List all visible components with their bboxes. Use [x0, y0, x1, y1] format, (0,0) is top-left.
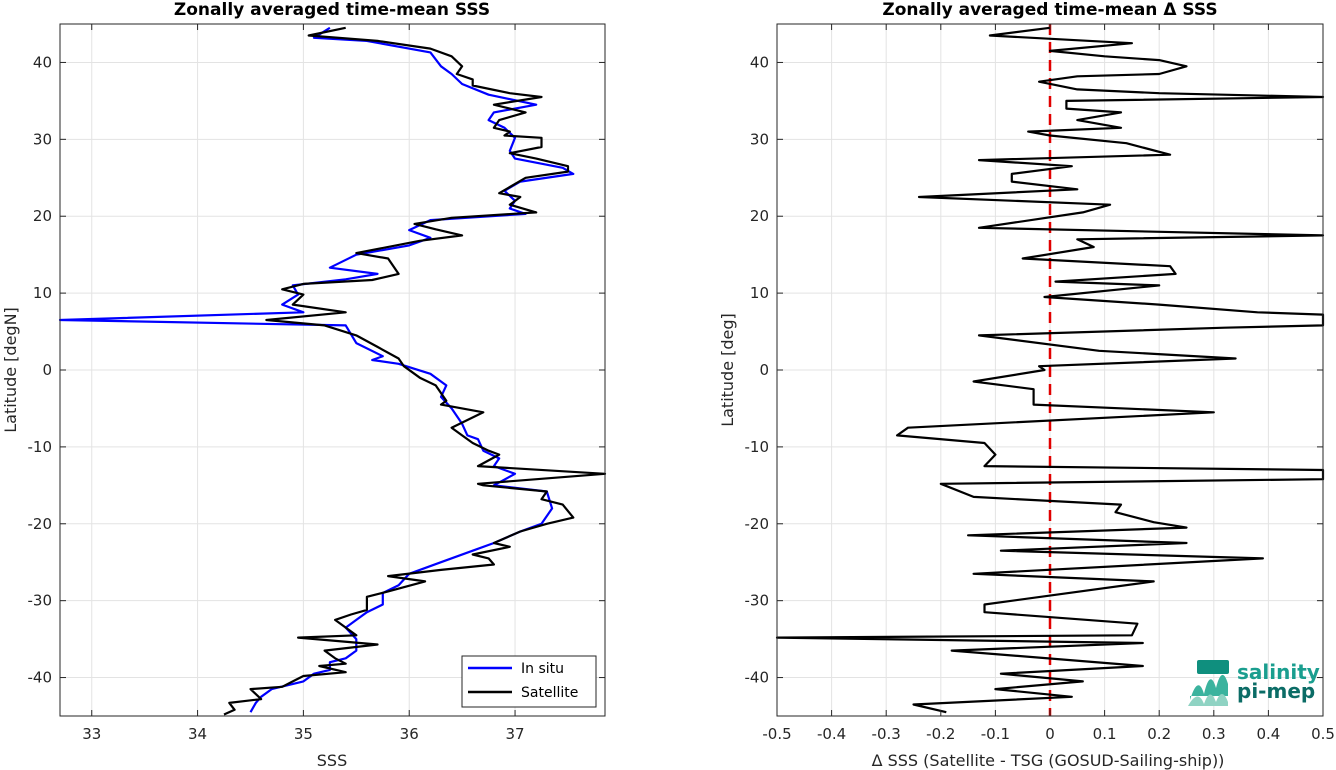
y-tick-label: 0: [42, 361, 52, 379]
legend-box: [461, 655, 597, 708]
y-tick-label: -20: [745, 515, 770, 533]
x-tick-label: 33: [82, 725, 101, 743]
series-line-in-situ: [58, 26, 575, 713]
y-axis-label-right: Latitude [deg]: [718, 313, 737, 427]
y-tick-label: 0: [759, 361, 769, 379]
y-tick-label: -40: [745, 669, 770, 687]
y-tick-label: 40: [750, 53, 769, 71]
x-tick-label: 0.5: [1311, 725, 1335, 743]
legend-label-in-situ: In situ: [521, 661, 564, 677]
salinity-pi-mep-logo: salinity pi-mep: [1188, 660, 1320, 706]
y-tick-label: 10: [33, 284, 52, 302]
logo-text-salinity: salinity: [1237, 660, 1320, 684]
x-tick-label: -0.5: [762, 725, 791, 743]
chart-sss-profile: 33 34 35 36 37 -40 -30 -20 -10 0 10 20 30 40 Zonally …: [1, 0, 607, 770]
salinity-waves-logo-icon: [1188, 660, 1229, 706]
series-left: [58, 26, 607, 716]
x-tick-label: 0.1: [1093, 725, 1117, 743]
x-tick-label: 35: [294, 725, 313, 743]
chart-title-left: Zonally averaged time-mean SSS: [174, 0, 490, 20]
y-tick-label: -20: [28, 515, 53, 533]
x-tick-label: 0: [1045, 725, 1055, 743]
x-tick-label: -0.1: [981, 725, 1010, 743]
x-axis-label-left: SSS: [317, 751, 347, 770]
y-tick-label: -30: [745, 592, 770, 610]
chart-delta-sss-profile: -0.5 -0.4 -0.3 -0.2 -0.1 0 0.1 0.2 0.3 0.4 0.5 -40 -…: [718, 0, 1335, 770]
y-tick-label: -10: [745, 438, 770, 456]
ticks-right: -0.5 -0.4 -0.3 -0.2 -0.1 0 0.1 0.2 0.3 0.4 0.5 -40 -…: [745, 24, 1335, 743]
x-tick-label: 34: [188, 725, 207, 743]
y-tick-label: -10: [28, 438, 53, 456]
legend: In situ Satellite: [461, 655, 597, 708]
x-tick-label: 0.4: [1256, 725, 1280, 743]
x-tick-label: 37: [506, 725, 525, 743]
x-tick-label: 0.2: [1147, 725, 1171, 743]
y-tick-label: -40: [28, 669, 53, 687]
y-tick-label: 40: [33, 53, 52, 71]
series-line-satellite: [223, 26, 607, 716]
x-tick-label: 0.3: [1202, 725, 1226, 743]
y-tick-label: 30: [33, 130, 52, 148]
y-tick-label: 10: [750, 284, 769, 302]
x-tick-label: 36: [400, 725, 419, 743]
x-tick-label: -0.4: [817, 725, 846, 743]
chart-title-right: Zonally averaged time-mean Δ SSS: [882, 0, 1217, 20]
x-tick-label: -0.3: [872, 725, 901, 743]
y-tick-label: 30: [750, 130, 769, 148]
y-axis-label-left: Latitude [degN]: [1, 307, 20, 433]
x-tick-label: -0.2: [926, 725, 955, 743]
x-axis-label-right: Δ SSS (Satellite - TSG (GOSUD-Sailing-sh…: [872, 751, 1225, 770]
logo-text-pi-mep: pi-mep: [1237, 679, 1315, 703]
grid-left: [60, 24, 605, 716]
y-tick-label: 20: [33, 207, 52, 225]
y-tick-label: 20: [750, 207, 769, 225]
ticks-left: 33 34 35 36 37 -40 -30 -20 -10 0 10 20 30 40: [28, 24, 605, 743]
y-tick-label: -30: [28, 592, 53, 610]
legend-label-satellite: Satellite: [521, 685, 578, 701]
